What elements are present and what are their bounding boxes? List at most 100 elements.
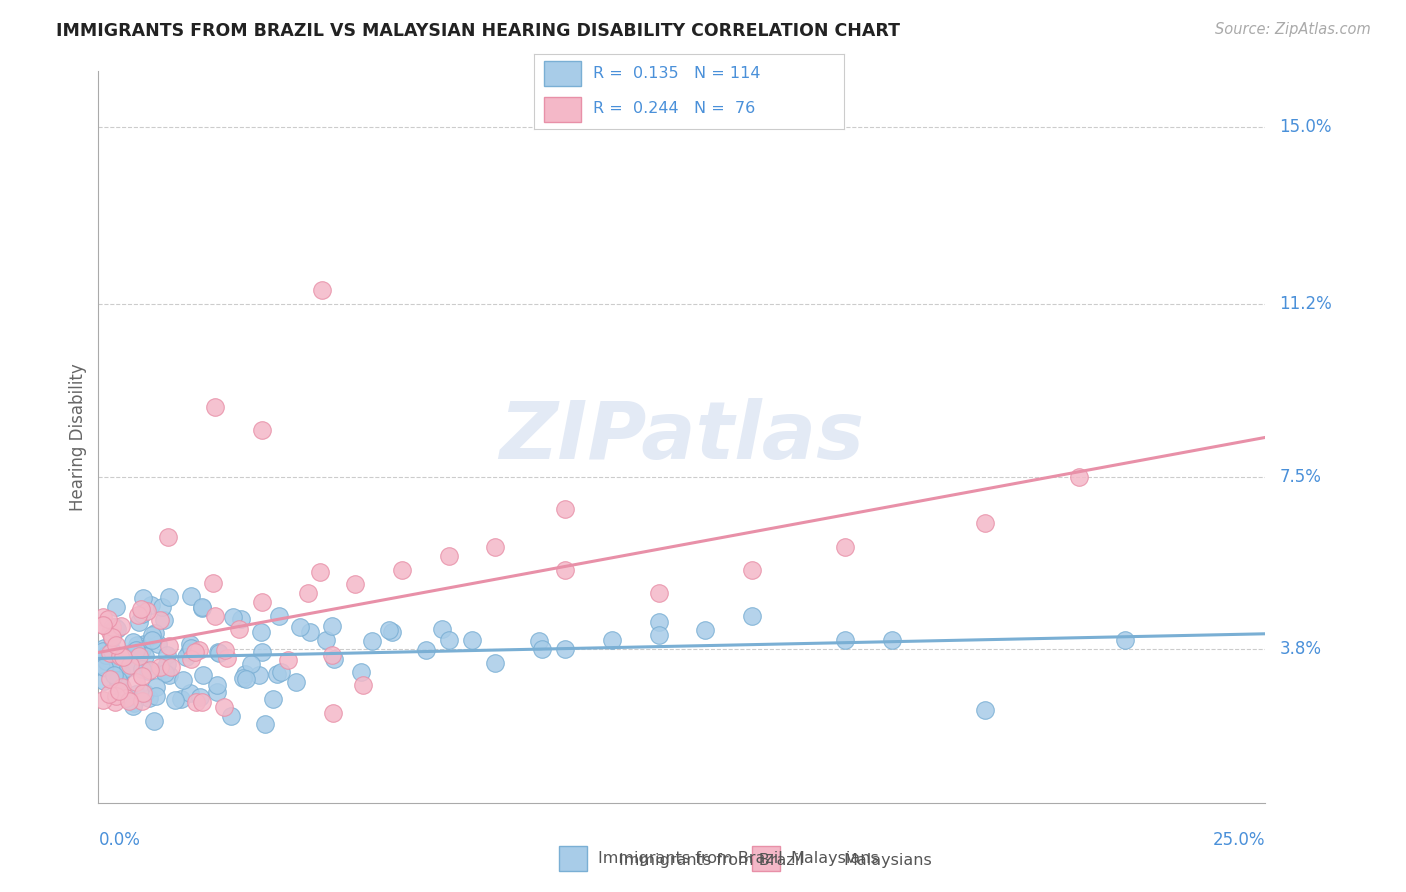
- Point: [125, 642, 148, 657]
- Point: [105, 623, 128, 637]
- Point: [530, 642, 553, 657]
- Point: [104, 689, 127, 703]
- Point: [1114, 632, 1136, 647]
- Point: [111, 681, 134, 695]
- Point: [554, 563, 576, 577]
- Point: [146, 638, 169, 652]
- Point: [600, 632, 623, 647]
- Point: [361, 634, 384, 648]
- Point: [118, 693, 141, 707]
- Point: [285, 675, 308, 690]
- Point: [880, 632, 903, 647]
- Point: [135, 604, 157, 618]
- Point: [97, 612, 120, 626]
- Point: [104, 620, 127, 634]
- Point: [205, 678, 228, 692]
- Text: ZIPatlas: ZIPatlas: [499, 398, 865, 476]
- Point: [204, 609, 226, 624]
- Point: [104, 621, 127, 635]
- Point: [172, 673, 194, 687]
- Point: [105, 638, 128, 652]
- Point: [253, 716, 276, 731]
- Text: 25.0%: 25.0%: [1213, 830, 1265, 849]
- Point: [132, 591, 155, 606]
- Point: [157, 639, 180, 653]
- Point: [108, 648, 131, 663]
- Point: [266, 666, 288, 681]
- Point: [204, 400, 226, 414]
- Point: [141, 628, 163, 642]
- Point: [741, 563, 763, 577]
- Point: [321, 648, 343, 662]
- Point: [170, 692, 193, 706]
- Point: [145, 680, 167, 694]
- Point: [157, 668, 180, 682]
- Point: [179, 686, 201, 700]
- Point: [165, 692, 187, 706]
- Text: Malaysians: Malaysians: [844, 854, 932, 868]
- Point: [110, 619, 132, 633]
- Point: [93, 673, 115, 688]
- Point: [214, 700, 236, 714]
- Point: [141, 598, 163, 612]
- Point: [190, 690, 212, 705]
- Point: [103, 695, 125, 709]
- Point: [145, 689, 167, 703]
- Point: [94, 661, 117, 675]
- Point: [100, 644, 122, 658]
- Point: [214, 643, 236, 657]
- Point: [143, 714, 166, 729]
- Point: [101, 631, 124, 645]
- Point: [124, 687, 146, 701]
- Point: [527, 634, 550, 648]
- Point: [134, 686, 156, 700]
- Point: [247, 668, 270, 682]
- Point: [96, 654, 118, 668]
- Point: [107, 676, 129, 690]
- Point: [91, 617, 114, 632]
- Point: [131, 686, 153, 700]
- Point: [484, 656, 506, 670]
- Point: [98, 646, 121, 660]
- Point: [179, 645, 201, 659]
- Point: [97, 688, 120, 702]
- Point: [269, 608, 291, 623]
- Point: [107, 657, 129, 671]
- Point: [134, 637, 156, 651]
- Point: [437, 632, 460, 647]
- Y-axis label: Hearing Disability: Hearing Disability: [69, 363, 87, 511]
- Point: [101, 620, 124, 634]
- Point: [191, 695, 214, 709]
- Point: [270, 665, 292, 679]
- Point: [125, 638, 148, 652]
- Point: [131, 694, 153, 708]
- Text: Immigrants from Brazil: Immigrants from Brazil: [598, 851, 782, 865]
- Text: IMMIGRANTS FROM BRAZIL VS MALAYSIAN HEARING DISABILITY CORRELATION CHART: IMMIGRANTS FROM BRAZIL VS MALAYSIAN HEAR…: [56, 22, 900, 40]
- Point: [103, 667, 125, 681]
- Point: [121, 635, 143, 649]
- Point: [110, 665, 132, 680]
- Point: [128, 646, 150, 660]
- Point: [107, 684, 129, 698]
- Point: [143, 626, 166, 640]
- Point: [153, 665, 176, 680]
- Point: [350, 665, 373, 680]
- Point: [149, 613, 172, 627]
- FancyBboxPatch shape: [544, 96, 581, 122]
- Point: [298, 625, 321, 640]
- Point: [250, 645, 273, 659]
- Text: Source: ZipAtlas.com: Source: ZipAtlas.com: [1215, 22, 1371, 37]
- Point: [157, 591, 180, 605]
- Point: [315, 633, 337, 648]
- Point: [107, 673, 129, 687]
- Point: [191, 599, 214, 614]
- Point: [415, 643, 437, 657]
- Point: [311, 283, 333, 297]
- Point: [191, 600, 214, 615]
- Point: [344, 577, 367, 591]
- Point: [98, 625, 121, 640]
- Point: [156, 657, 179, 671]
- Point: [129, 602, 152, 616]
- Point: [232, 671, 254, 685]
- Point: [160, 660, 183, 674]
